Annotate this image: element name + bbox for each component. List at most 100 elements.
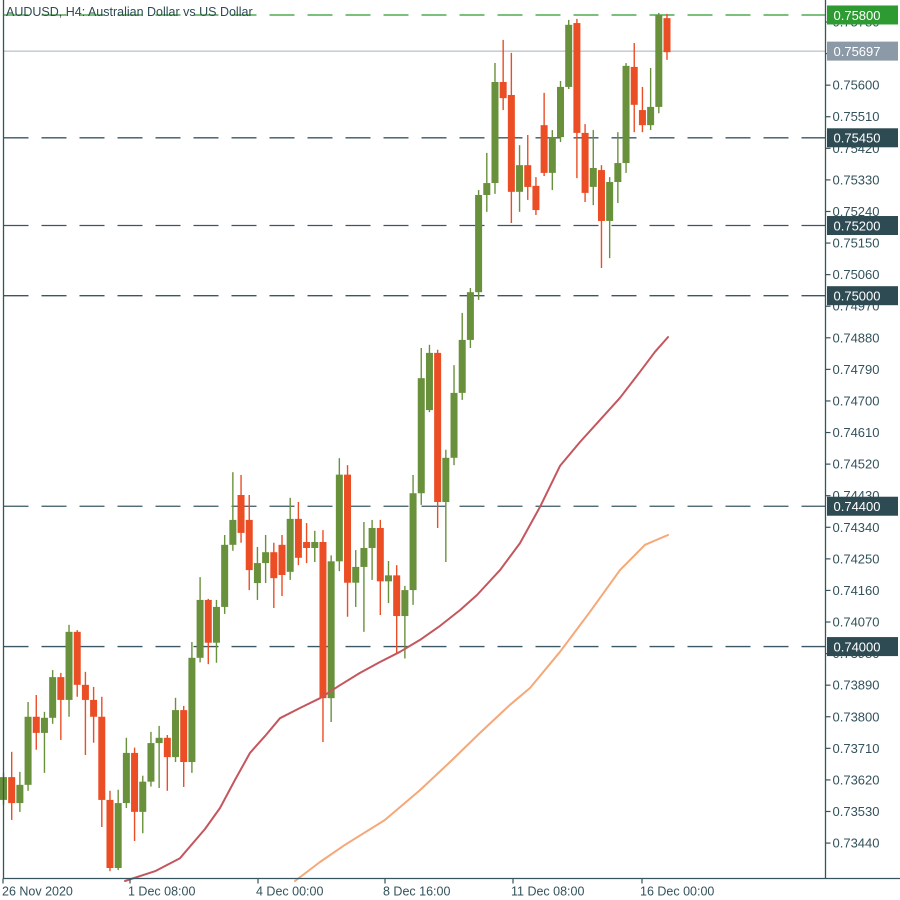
- candle-body: [434, 352, 442, 503]
- candle-body: [581, 132, 589, 193]
- candle: [212, 599, 220, 663]
- y-tick-label: 0.74340: [833, 520, 880, 535]
- candle: [311, 530, 319, 563]
- candle: [57, 672, 65, 740]
- chart-title: AUDUSD, H4: Australian Dollar vs US Doll…: [6, 5, 253, 19]
- candle: [565, 19, 573, 90]
- candle-body: [614, 163, 622, 183]
- candle-body: [114, 803, 122, 868]
- candle: [122, 737, 130, 808]
- candle-body: [491, 82, 499, 184]
- price-badge-box: [827, 637, 898, 657]
- price-badge-box: [827, 216, 898, 236]
- candle-body: [180, 710, 188, 763]
- candle-body: [548, 137, 556, 173]
- candle: [376, 519, 384, 616]
- y-tick-label: 0.74160: [833, 583, 880, 598]
- candle-body: [122, 752, 130, 804]
- price-badge-box: [827, 128, 898, 148]
- candle-body: [532, 185, 540, 211]
- y-tick-label: 0.73440: [833, 836, 880, 851]
- candle: [663, 13, 671, 60]
- y-tick-label: 0.75060: [833, 267, 880, 282]
- candle: [196, 577, 204, 663]
- candle: [352, 550, 360, 607]
- candle-body: [507, 94, 515, 192]
- candle-body: [622, 65, 630, 164]
- candle: [40, 711, 48, 773]
- candle-body: [516, 165, 524, 192]
- price-label-boxes: 0.75800 0.75697 0.75450 0.75200 0.75000 0.744…: [827, 5, 898, 657]
- candle: [450, 365, 458, 466]
- candle: [114, 789, 122, 871]
- x-tick-label: 26 Nov 2020: [2, 885, 73, 899]
- candle-body: [221, 544, 229, 607]
- y-tick-label: 0.73890: [833, 678, 880, 693]
- price-level-badge: 0.74000: [827, 637, 898, 657]
- price-level-badge: 0.74400: [827, 496, 898, 516]
- price-badge-label: 0.75200: [834, 218, 881, 233]
- candle-body: [344, 474, 352, 583]
- candle: [384, 560, 392, 604]
- candle-body: [237, 494, 245, 533]
- price-badge-label: 0.74000: [834, 639, 881, 654]
- candle: [507, 52, 515, 224]
- candle: [425, 344, 433, 413]
- candle: [540, 92, 548, 177]
- candle: [589, 130, 597, 206]
- candle-body: [630, 66, 638, 105]
- candle: [319, 530, 327, 743]
- candle-body: [458, 339, 466, 393]
- candle: [131, 747, 139, 841]
- candle: [491, 63, 499, 194]
- time-axis[interactable]: 26 Nov 2020 1 Dec 08:00 4 Dec 00:00 8 Dec 1…: [2, 878, 714, 899]
- candle-body: [245, 519, 253, 571]
- candle: [368, 519, 376, 580]
- candle: [253, 546, 261, 600]
- candle-body: [409, 493, 417, 591]
- candle: [458, 312, 466, 400]
- candle-body: [155, 737, 163, 744]
- candle: [483, 152, 491, 212]
- y-tick-label: 0.75600: [833, 78, 880, 93]
- candle: [139, 775, 147, 834]
- candle: [434, 349, 442, 528]
- candle: [303, 523, 311, 564]
- candle-body: [499, 82, 507, 99]
- candle: [49, 670, 57, 724]
- candle-body: [270, 552, 278, 579]
- candle-body: [647, 106, 655, 126]
- candle-body: [565, 24, 573, 87]
- candle-body: [425, 352, 433, 411]
- candle: [16, 771, 24, 812]
- candle: [335, 458, 343, 572]
- candle: [360, 522, 368, 632]
- price-badge-label: 0.75000: [834, 288, 881, 303]
- price-axis[interactable]: 0.757800.756900.756000.755100.754200.753…: [825, 15, 880, 851]
- candle: [81, 671, 89, 756]
- candle-body: [368, 527, 376, 548]
- candle-body: [229, 519, 237, 545]
- candle-body: [311, 542, 319, 548]
- candle: [163, 735, 171, 791]
- candle: [262, 534, 270, 584]
- candle-body: [319, 542, 327, 699]
- candle: [344, 465, 352, 617]
- candle: [630, 43, 638, 133]
- price-level-badge: 0.75800: [827, 5, 898, 25]
- candle: [278, 534, 286, 597]
- candle: [73, 630, 81, 697]
- candle: [237, 474, 245, 543]
- candle: [597, 165, 605, 268]
- candle-body: [335, 474, 343, 562]
- candle-body: [401, 590, 409, 617]
- candle-body: [139, 781, 147, 812]
- candle: [106, 790, 114, 872]
- candle-body: [49, 677, 57, 718]
- candle-body: [196, 599, 204, 658]
- price-badge-box: [827, 41, 898, 61]
- y-tick-label: 0.74520: [833, 457, 880, 472]
- candle: [647, 67, 655, 131]
